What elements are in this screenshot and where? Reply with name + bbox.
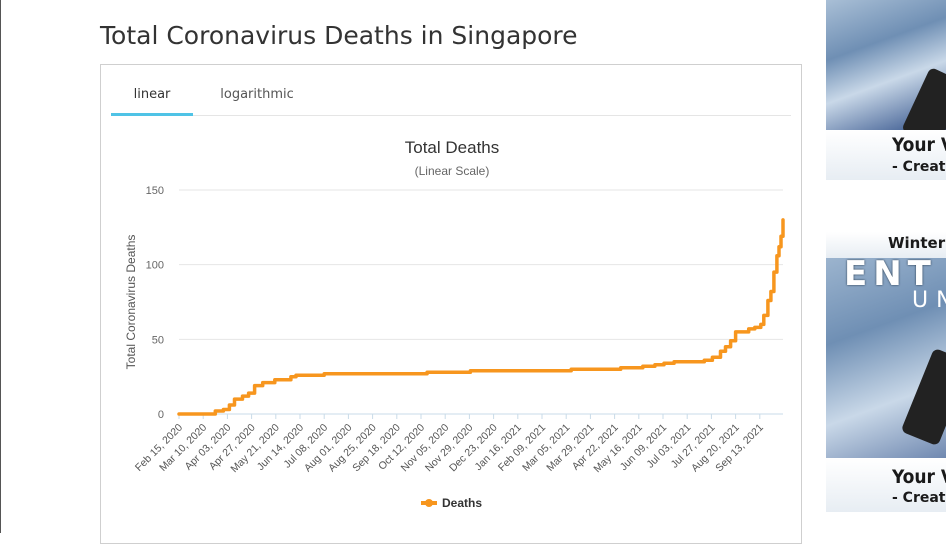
ad-subline: - Create Y	[892, 490, 946, 506]
ad-brand-sub: UN	[912, 288, 946, 313]
ad-header-strip	[826, 232, 946, 258]
ad-headline: Your V	[892, 134, 946, 156]
page-title: Total Coronavirus Deaths in Singapore	[100, 20, 578, 50]
y-tick-label: 50	[152, 334, 164, 346]
advertisement-bottom[interactable]: Winter h ENT UN Your V - Create Y	[826, 232, 946, 512]
y-tick-label: 100	[146, 260, 164, 272]
chart-title: Total Deaths	[405, 138, 500, 157]
ad-banner	[826, 458, 946, 512]
ad-banner	[826, 130, 946, 180]
ad-subline: - Create Y	[892, 159, 946, 175]
y-tick-label: 150	[146, 185, 164, 197]
tab-logarithmic[interactable]: logarithmic	[220, 87, 294, 102]
series-line-deaths	[177, 218, 785, 416]
ad-brand: ENT	[844, 254, 937, 294]
window-edge	[0, 0, 1, 533]
tab-linear[interactable]: linear	[133, 87, 171, 102]
legend[interactable]: Deaths	[421, 496, 482, 510]
legend-marker	[425, 499, 433, 507]
active-tab-indicator	[111, 113, 193, 116]
ad-headline-2: Your V	[892, 466, 946, 488]
chart-panel: linear logarithmic Total Deaths (Linear …	[100, 64, 802, 544]
y-axis-ticks: 0 50 100 150	[146, 185, 164, 421]
chart-subtitle: (Linear Scale)	[415, 164, 490, 178]
y-axis-label: Total Coronavirus Deaths	[124, 235, 138, 370]
scale-tabs: linear logarithmic	[111, 65, 791, 116]
grid-lines	[179, 189, 783, 415]
ad-headline: Winter h	[888, 234, 946, 252]
deaths-line-chart: Total Deaths (Linear Scale) Total Corona…	[124, 138, 785, 510]
y-tick-label: 0	[158, 409, 164, 421]
legend-label-deaths[interactable]: Deaths	[442, 496, 482, 510]
series-layer	[177, 218, 785, 416]
advertisement-top[interactable]: Your V - Create Y	[826, 0, 946, 180]
